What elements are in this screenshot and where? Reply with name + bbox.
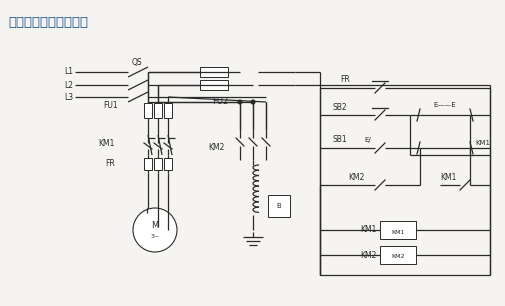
Text: L1: L1 <box>64 68 73 76</box>
Bar <box>199 67 228 77</box>
Circle shape <box>237 100 241 104</box>
Text: KM1: KM1 <box>439 173 456 181</box>
Text: B: B <box>276 203 281 209</box>
Text: L3: L3 <box>64 92 73 102</box>
Bar <box>268 195 289 217</box>
Text: E——E: E——E <box>433 102 456 108</box>
Text: FU2: FU2 <box>212 96 228 106</box>
Text: KM2: KM2 <box>347 173 364 181</box>
Text: 电磁抱闸通电制动接线: 电磁抱闸通电制动接线 <box>8 16 88 29</box>
Circle shape <box>250 100 255 104</box>
Bar <box>379 246 415 264</box>
Bar <box>144 103 152 118</box>
Text: KM1: KM1 <box>474 140 489 146</box>
Text: FR: FR <box>105 159 115 169</box>
Text: L2: L2 <box>64 80 73 89</box>
Text: KM1: KM1 <box>359 226 376 234</box>
Bar <box>199 80 228 90</box>
Text: KM2: KM2 <box>390 255 404 259</box>
Text: SB1: SB1 <box>332 136 347 144</box>
Text: SB2: SB2 <box>332 103 347 111</box>
Text: 3~: 3~ <box>150 233 159 238</box>
Bar <box>164 158 172 170</box>
Text: KM2: KM2 <box>359 251 376 259</box>
Text: KM1: KM1 <box>390 230 404 234</box>
Text: QS: QS <box>131 58 142 66</box>
Text: E/: E/ <box>364 137 371 143</box>
Text: M: M <box>151 222 158 230</box>
Text: FU1: FU1 <box>103 102 118 110</box>
Text: FR: FR <box>339 76 349 84</box>
Text: KM2: KM2 <box>208 144 225 152</box>
Bar <box>154 158 162 170</box>
Bar <box>164 103 172 118</box>
Bar <box>144 158 152 170</box>
Circle shape <box>133 208 177 252</box>
Bar <box>379 221 415 239</box>
Bar <box>154 103 162 118</box>
Text: KM1: KM1 <box>98 139 115 147</box>
